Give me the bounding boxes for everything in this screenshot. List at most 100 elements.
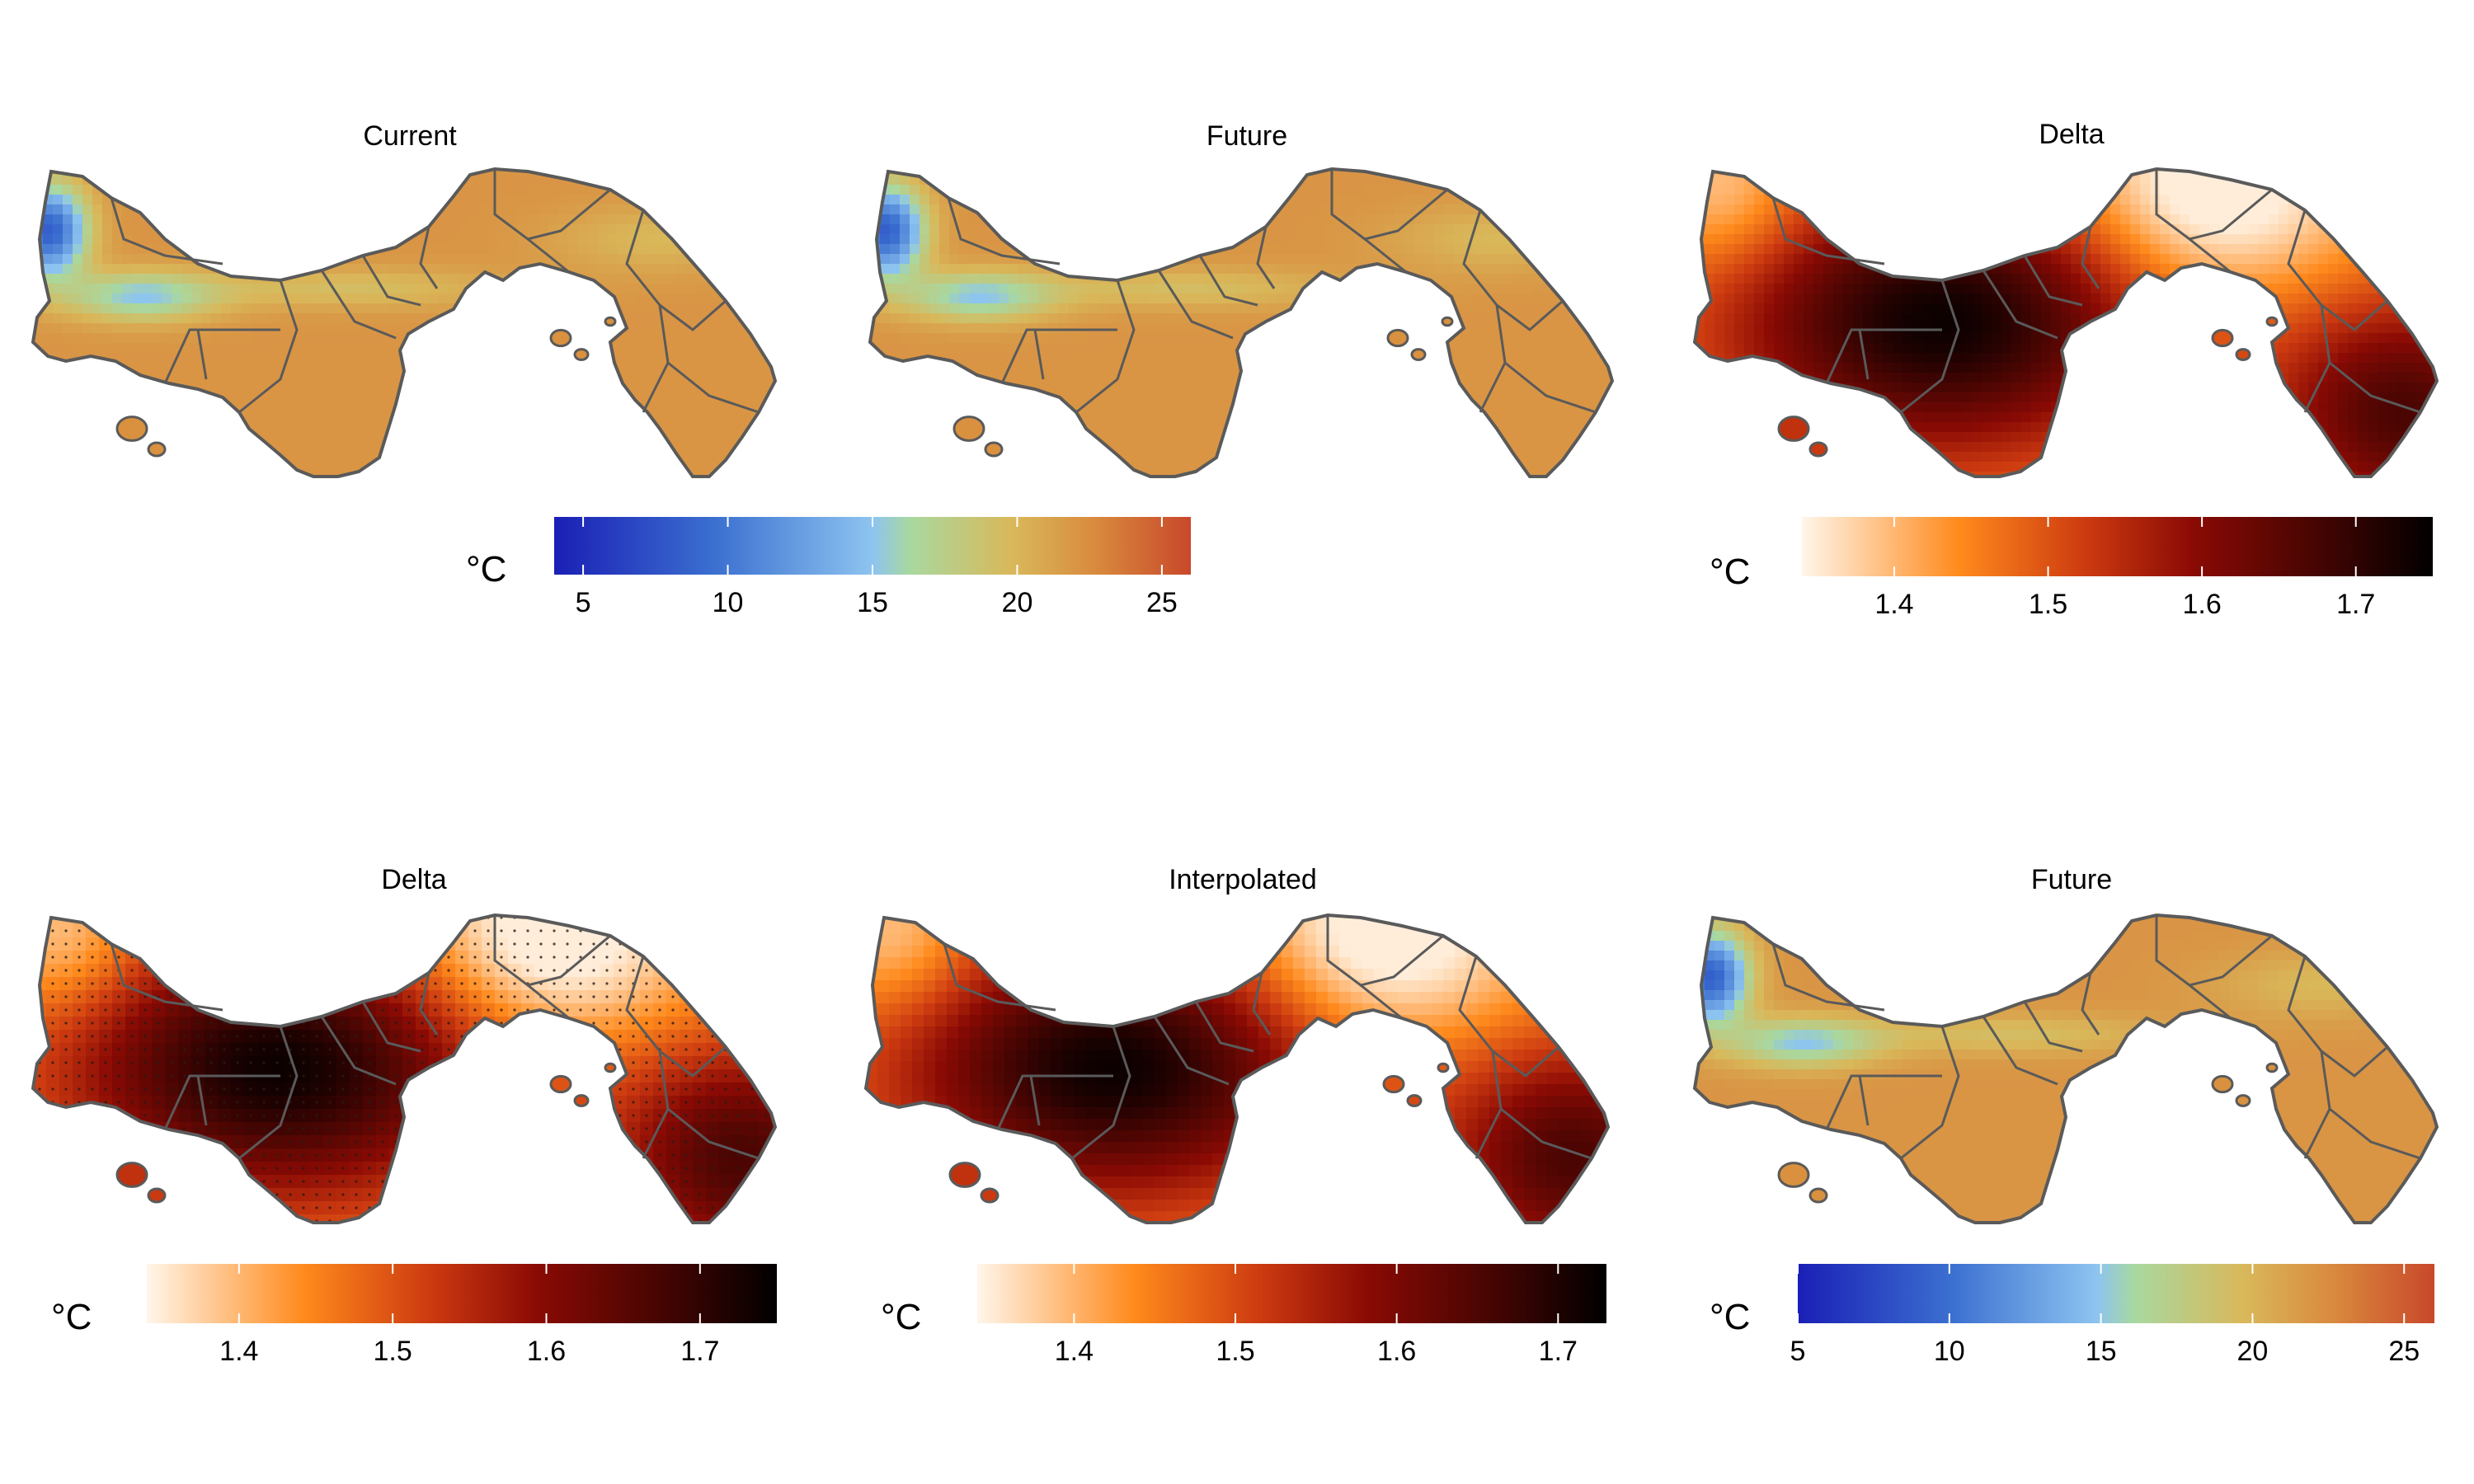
island [147, 441, 167, 458]
country-outline [1692, 167, 2439, 478]
island [1386, 328, 1409, 348]
colorbar-tick-label: 1.5 [2029, 589, 2067, 620]
country-outline [868, 167, 1615, 478]
island [549, 1074, 572, 1094]
province-border [2023, 1001, 2083, 1053]
province-border [1033, 329, 1045, 380]
province-border [1900, 279, 1960, 414]
province-border [996, 1074, 1113, 1130]
province-border [1491, 1050, 1592, 1160]
colorbar-tick-label: 20 [2237, 1336, 2269, 1367]
panel-title-delta-points: Delta [381, 864, 446, 895]
island [948, 1162, 981, 1188]
province-border [1194, 1001, 1254, 1053]
colorbar-tick-label: 1.4 [1055, 1336, 1094, 1367]
colorbar-unit-label: °C [466, 549, 506, 589]
island [2265, 1062, 2279, 1073]
colorbar-delta-bottom-mid: 1.4 1.5 1.6 1.7 °C [881, 1264, 1606, 1367]
province-border [1858, 1075, 1870, 1126]
colorbar-tick-label: 10 [713, 587, 744, 618]
province-border [2189, 984, 2232, 1020]
colorbar-tick-label: 15 [2086, 1336, 2117, 1367]
province-border [1364, 237, 1407, 274]
colorbar-tick-label: 10 [1934, 1336, 1965, 1367]
province-border [527, 237, 570, 274]
colorbar-unit-label: °C [51, 1297, 92, 1337]
province-border [527, 984, 570, 1020]
province-border [1071, 1026, 1131, 1160]
colorbar-temp-bottom: 5 10 15 20 25 °C [1710, 1264, 2434, 1367]
province-border [1198, 255, 1258, 307]
province-border [1825, 1074, 1942, 1130]
province-border [320, 1016, 397, 1086]
province-border [361, 1001, 421, 1053]
province-border [1858, 329, 1870, 380]
island [604, 1062, 617, 1073]
province-border [2303, 362, 2331, 413]
island [1808, 441, 1828, 458]
island [573, 1094, 590, 1107]
province-border [196, 329, 208, 380]
island [952, 416, 985, 442]
province-border [110, 943, 223, 1012]
country-outline [31, 913, 778, 1224]
island [1441, 316, 1454, 327]
panel-title-future-hires: Future [2031, 864, 2112, 895]
island [115, 416, 148, 442]
province-border [1360, 984, 1403, 1020]
province-border [2023, 255, 2083, 307]
map-delta [1692, 167, 2439, 478]
colorbar-tick-label: 1.7 [680, 1336, 719, 1367]
province-border [1000, 328, 1117, 384]
island [1382, 1074, 1405, 1094]
province-border [658, 304, 760, 414]
map-delta-points [31, 913, 778, 1224]
province-border [1075, 279, 1136, 414]
island [2211, 1074, 2234, 1094]
map-interpolated [863, 913, 1611, 1224]
island [980, 1187, 999, 1204]
colorbar-delta-top: 1.4 1.5 1.6 1.7 °C [1710, 517, 2433, 620]
province-border [1479, 362, 1507, 413]
map-current [31, 167, 778, 478]
map-future [868, 167, 1615, 478]
province-border [163, 1074, 280, 1130]
colorbar-tick-label: 1.4 [219, 1336, 258, 1367]
province-border [1771, 943, 1885, 1012]
province-border [2081, 226, 2100, 289]
province-border [1982, 270, 2058, 340]
country-outline [31, 167, 778, 478]
province-border [1153, 1016, 1230, 1086]
province-border [2189, 237, 2232, 274]
island [115, 1162, 148, 1188]
province-border [1252, 972, 1272, 1036]
province-border [1029, 1075, 1041, 1126]
panel-title-future: Future [1206, 120, 1287, 152]
colorbar-tick-label: 1.7 [1539, 1336, 1578, 1367]
island [2211, 328, 2234, 348]
island [1437, 1062, 1450, 1073]
colorbar-tick-label: 25 [2388, 1336, 2420, 1367]
province-border [238, 279, 299, 414]
colorbar-ramp [977, 1264, 1606, 1323]
country-outline [863, 913, 1611, 1224]
colorbar-ramp [1798, 1264, 2434, 1323]
colorbar-tick-label: 5 [1790, 1336, 1806, 1367]
province-border [238, 1026, 299, 1160]
island [1777, 1162, 1810, 1188]
province-border [1825, 328, 1942, 384]
island [549, 328, 572, 348]
province-border [1982, 1016, 2058, 1086]
province-border [658, 1050, 760, 1160]
island [573, 348, 590, 361]
province-border [163, 328, 280, 384]
island [604, 316, 617, 327]
colorbar-unit-label: °C [881, 1297, 921, 1337]
colorbar-unit-label: °C [1710, 552, 1750, 592]
province-border [1900, 1026, 1960, 1160]
colorbar-tick-label: 5 [576, 587, 591, 618]
colorbar-tick-label: 1.5 [1216, 1336, 1254, 1367]
province-border [320, 270, 397, 340]
country-outline [1692, 913, 2439, 1224]
